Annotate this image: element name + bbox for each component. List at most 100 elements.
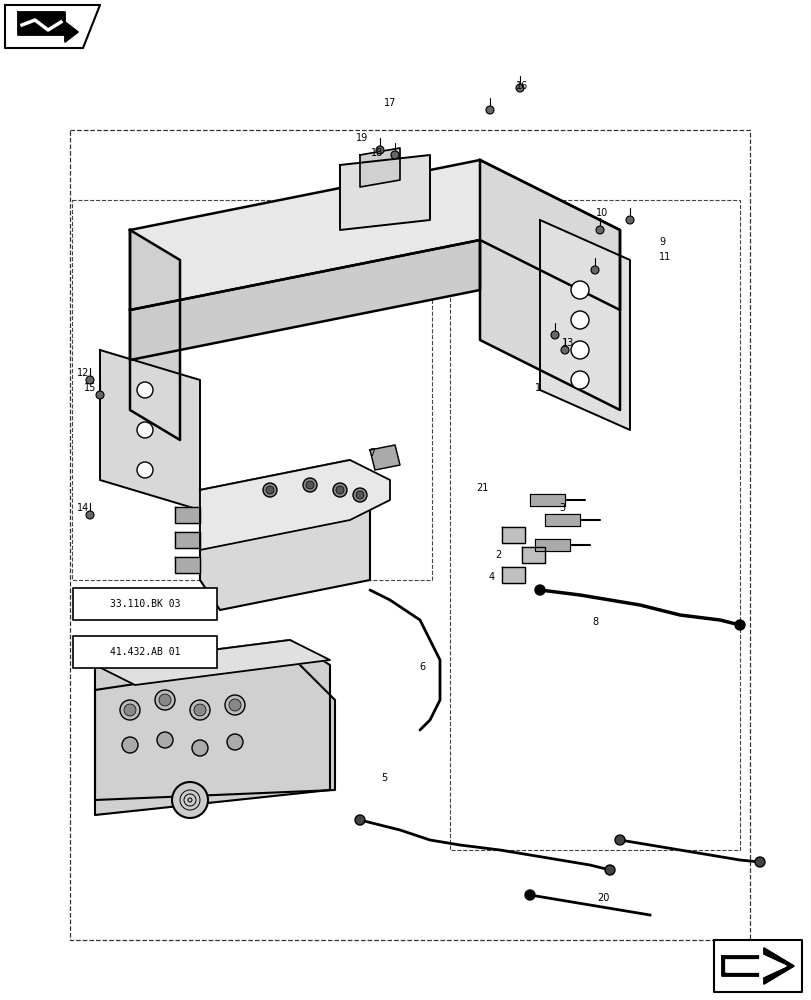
Circle shape (137, 462, 152, 478)
Circle shape (229, 699, 241, 711)
Polygon shape (95, 640, 329, 815)
Circle shape (191, 740, 208, 756)
Circle shape (263, 483, 277, 497)
Bar (70, 130, 749, 940)
Polygon shape (501, 567, 525, 583)
Polygon shape (370, 445, 400, 470)
Circle shape (266, 486, 273, 494)
Circle shape (157, 732, 173, 748)
Polygon shape (175, 557, 200, 573)
Circle shape (353, 488, 367, 502)
FancyBboxPatch shape (73, 636, 217, 668)
Circle shape (227, 734, 242, 750)
Circle shape (172, 782, 208, 818)
Polygon shape (539, 220, 629, 430)
Polygon shape (5, 5, 100, 48)
Text: 13: 13 (561, 338, 573, 348)
Polygon shape (544, 514, 579, 526)
Polygon shape (95, 660, 335, 800)
Circle shape (155, 690, 175, 710)
Text: 5: 5 (380, 773, 387, 783)
Bar (72, 200, 431, 580)
Polygon shape (95, 640, 329, 685)
Circle shape (590, 266, 599, 274)
Circle shape (570, 281, 588, 299)
Circle shape (336, 486, 344, 494)
Text: 6: 6 (418, 662, 424, 672)
Text: 1: 1 (534, 383, 540, 393)
Bar (449, 200, 739, 850)
Text: 15: 15 (84, 383, 96, 393)
Text: 2: 2 (494, 550, 500, 560)
Circle shape (306, 481, 314, 489)
Circle shape (355, 491, 363, 499)
Circle shape (534, 585, 544, 595)
Circle shape (120, 700, 139, 720)
Circle shape (137, 382, 152, 398)
Polygon shape (18, 12, 78, 42)
Circle shape (625, 216, 633, 224)
Polygon shape (100, 350, 200, 510)
Text: 10: 10 (595, 208, 607, 218)
Circle shape (303, 478, 316, 492)
Circle shape (86, 376, 94, 384)
Circle shape (560, 346, 569, 354)
Polygon shape (479, 160, 620, 410)
Circle shape (375, 146, 384, 154)
Text: 20: 20 (596, 893, 608, 903)
Circle shape (194, 704, 206, 716)
Circle shape (515, 84, 523, 92)
Polygon shape (340, 155, 430, 230)
Circle shape (525, 890, 534, 900)
Polygon shape (130, 240, 479, 360)
Polygon shape (175, 532, 200, 548)
Circle shape (570, 311, 588, 329)
Circle shape (137, 422, 152, 438)
Polygon shape (713, 940, 801, 992)
Text: 21: 21 (475, 483, 487, 493)
Circle shape (333, 483, 346, 497)
Circle shape (96, 391, 104, 399)
Circle shape (614, 835, 624, 845)
Text: 4: 4 (488, 572, 495, 582)
Text: 41.432.AB 01: 41.432.AB 01 (109, 647, 180, 657)
Circle shape (190, 700, 210, 720)
Polygon shape (359, 148, 400, 187)
Text: 12: 12 (77, 368, 89, 378)
Text: 8: 8 (591, 617, 598, 627)
Text: 19: 19 (355, 133, 367, 143)
Polygon shape (130, 230, 180, 440)
Circle shape (604, 865, 614, 875)
Circle shape (570, 341, 588, 359)
Polygon shape (530, 494, 564, 506)
Text: 3: 3 (558, 503, 564, 513)
Polygon shape (725, 954, 785, 978)
Polygon shape (175, 507, 200, 523)
Text: 16: 16 (515, 81, 527, 91)
Circle shape (124, 704, 135, 716)
Text: 11: 11 (658, 252, 671, 262)
Polygon shape (501, 527, 525, 543)
Polygon shape (721, 948, 793, 984)
Polygon shape (521, 547, 544, 563)
Circle shape (354, 815, 365, 825)
Circle shape (391, 151, 398, 159)
Text: 9: 9 (658, 237, 664, 247)
Circle shape (225, 695, 245, 715)
Circle shape (122, 737, 138, 753)
Polygon shape (200, 460, 370, 610)
Circle shape (551, 331, 558, 339)
Text: 33.110.BK 03: 33.110.BK 03 (109, 599, 180, 609)
Text: 17: 17 (384, 98, 396, 108)
Polygon shape (130, 160, 620, 310)
Circle shape (734, 620, 744, 630)
Circle shape (159, 694, 171, 706)
FancyBboxPatch shape (73, 588, 217, 620)
Text: 18: 18 (371, 148, 383, 158)
Polygon shape (534, 539, 569, 551)
Circle shape (595, 226, 603, 234)
Circle shape (754, 857, 764, 867)
Circle shape (86, 511, 94, 519)
Text: 14: 14 (77, 503, 89, 513)
Polygon shape (200, 460, 389, 550)
